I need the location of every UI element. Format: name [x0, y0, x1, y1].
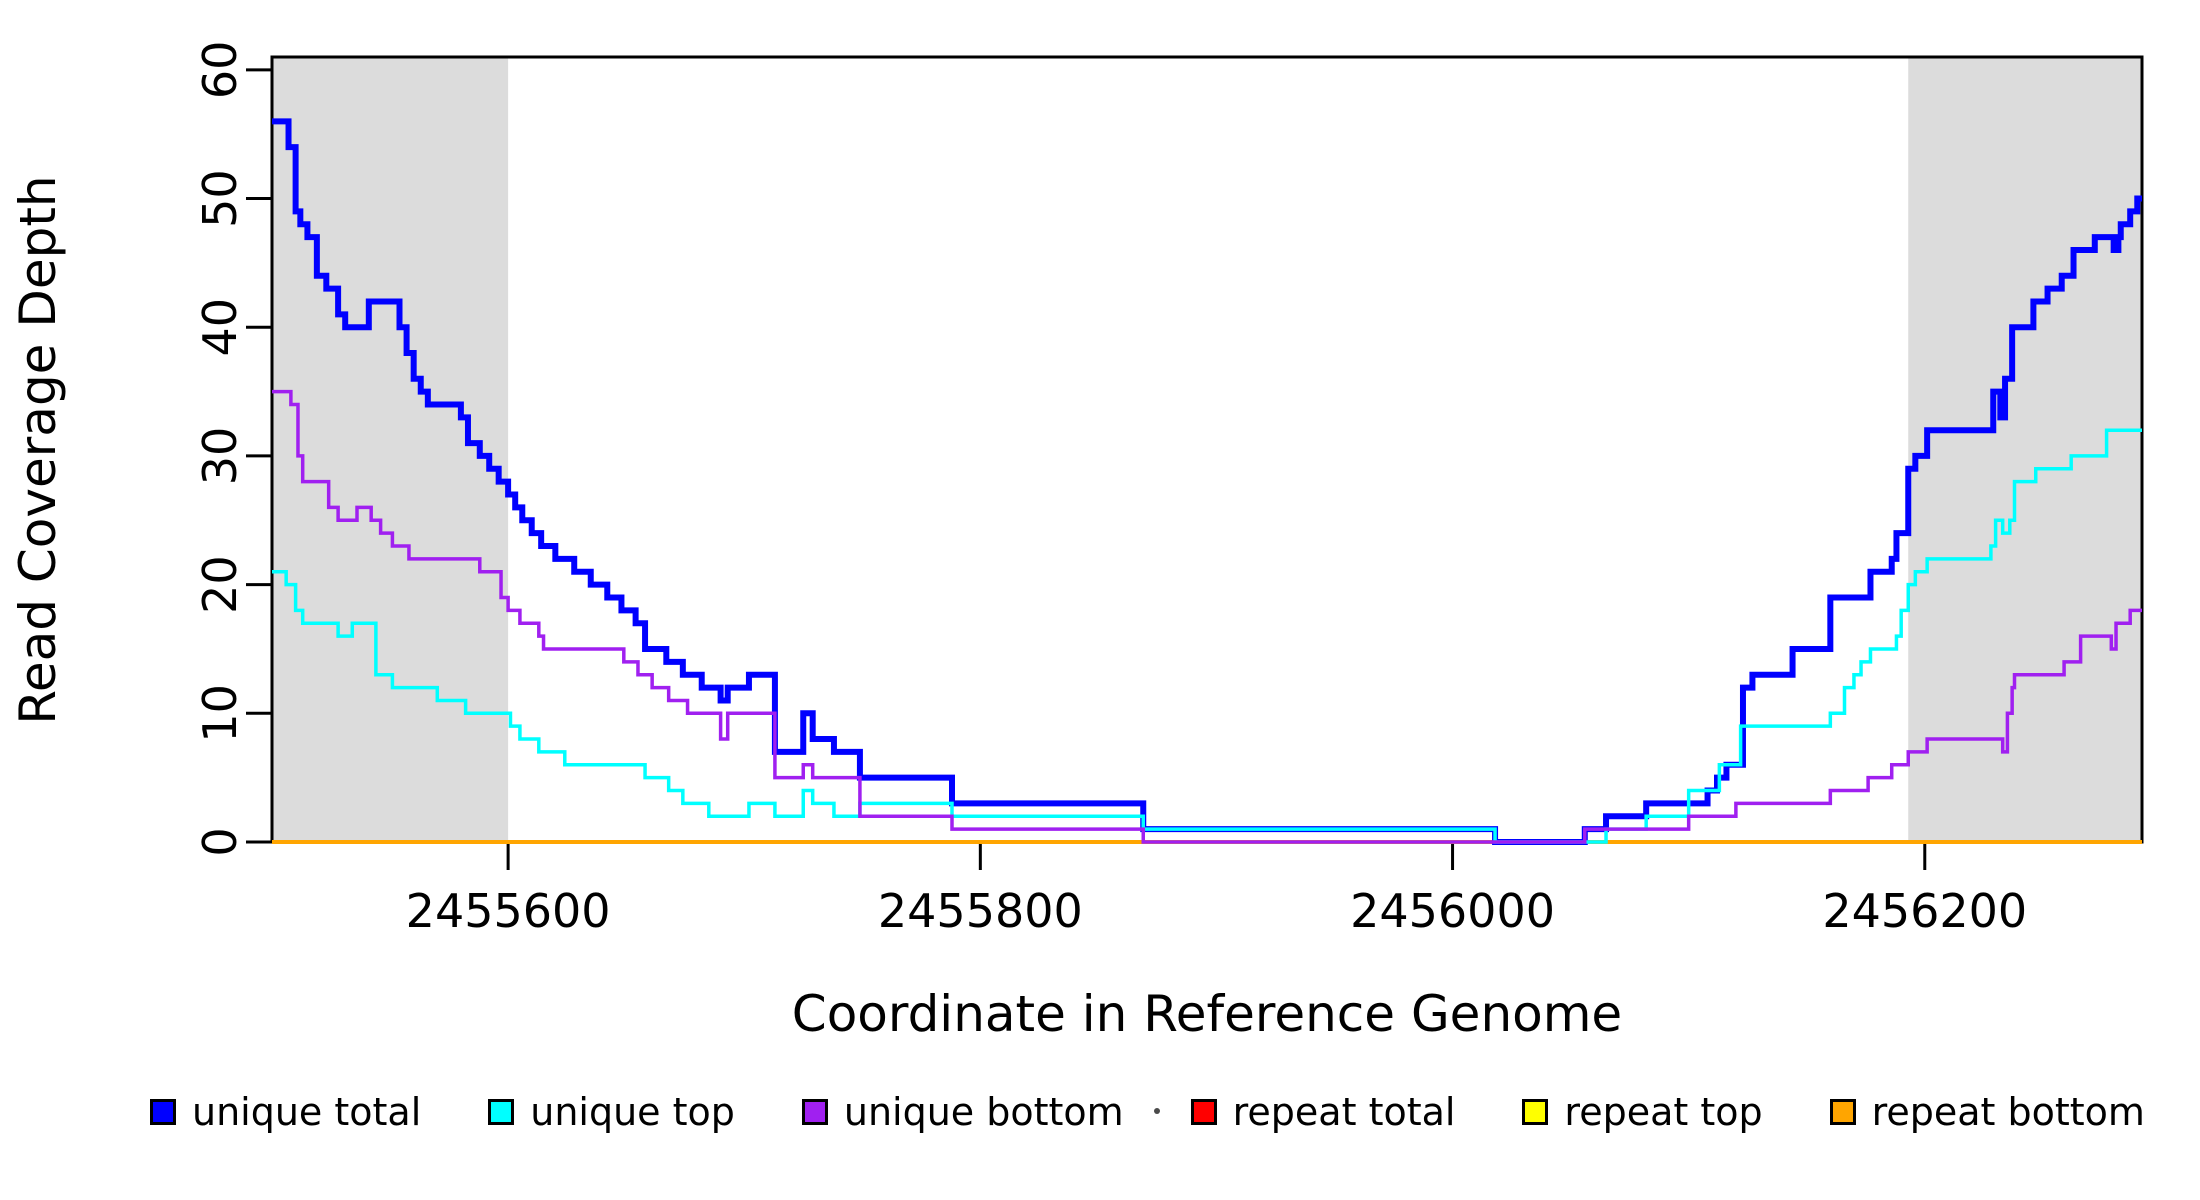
x-tick-label: 2455800: [878, 884, 1083, 938]
legend-swatch-icon: [488, 1099, 515, 1125]
y-tick-label: 0: [193, 827, 247, 856]
legend-item-repeat-top: repeat top: [1522, 1090, 1763, 1134]
y-tick-label: 60: [193, 41, 247, 100]
legend-label: unique bottom: [843, 1090, 1124, 1134]
series-unique-bottom: [272, 389, 2142, 844]
legend-item-repeat-bottom: repeat bottom: [1829, 1090, 2145, 1134]
legend: unique total unique top unique bottom repea…: [150, 1082, 2145, 1142]
x-axis-title: Coordinate in Reference Genome: [791, 985, 1623, 1043]
legend-item-unique-top: unique top: [488, 1090, 735, 1134]
y-tick-label: 50: [193, 169, 247, 228]
y-tick-label: 10: [193, 684, 247, 743]
plot-box: [270, 55, 2144, 844]
legend-item-unique-bottom: unique bottom: [801, 1090, 1124, 1134]
x-tick-label: 2456200: [1822, 884, 2027, 938]
legend-swatch-icon: [1522, 1099, 1549, 1125]
legend-swatch-icon: [150, 1099, 176, 1125]
y-tick-label: 30: [193, 427, 247, 486]
legend-label: repeat bottom: [1871, 1090, 2145, 1134]
legend-label: repeat total: [1232, 1090, 1456, 1134]
series-unique-total: [272, 118, 2142, 845]
y-axis-title-text: Read Coverage Depth: [9, 175, 67, 725]
shaded-region: [272, 57, 509, 842]
legend-swatch-icon: [801, 1099, 828, 1125]
stray-dot: [1154, 1108, 1160, 1114]
legend-swatch-icon: [1829, 1099, 1856, 1125]
legend-label: unique top: [530, 1090, 735, 1134]
shaded-region: [1908, 57, 2142, 842]
legend-swatch-icon: [1190, 1099, 1217, 1125]
x-tick-label: 2455600: [406, 884, 611, 938]
legend-item-repeat-total: repeat total: [1190, 1090, 1456, 1134]
legend-label: repeat top: [1564, 1090, 1763, 1134]
legend-label: unique total: [192, 1090, 422, 1134]
x-tick-label: 2456000: [1350, 884, 1555, 938]
series-unique-top: [272, 428, 2142, 844]
y-tick-label: 20: [193, 555, 247, 614]
legend-item-unique-total: unique total: [150, 1090, 421, 1134]
y-tick-label: 40: [193, 298, 247, 357]
